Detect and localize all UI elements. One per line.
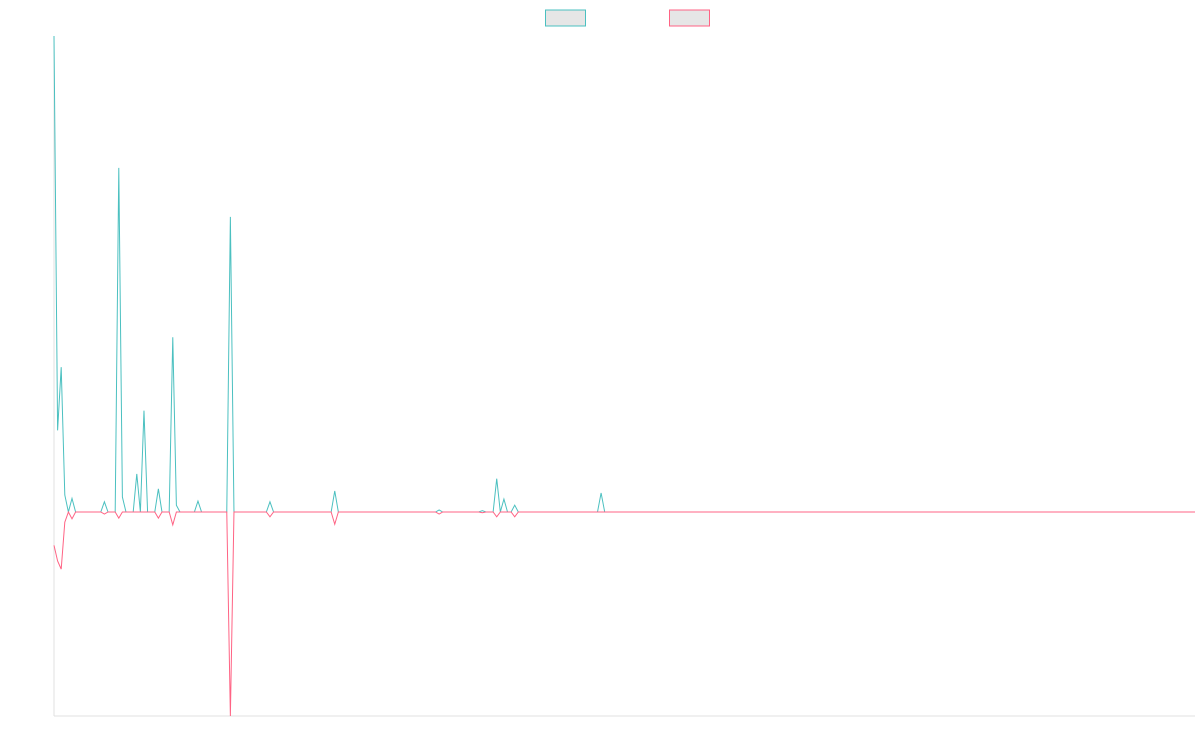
legend-swatch[interactable]: [545, 9, 586, 27]
line-series: [53, 35, 1195, 513]
legend-swatch[interactable]: [669, 9, 710, 27]
line-series: [53, 510, 1195, 717]
